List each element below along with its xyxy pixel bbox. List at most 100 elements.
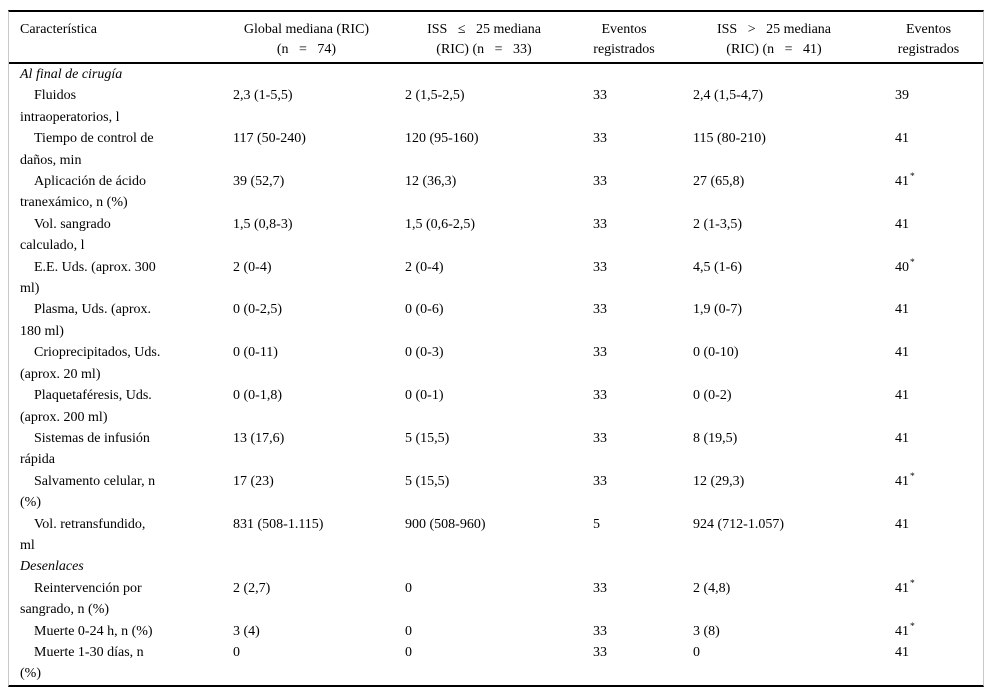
cell-caracteristica: Salvamento celular, n (%) bbox=[20, 473, 156, 511]
cell-caracteristica: Tiempo de control de daños, min bbox=[20, 131, 154, 168]
col-header-line: ISS > 25 mediana bbox=[716, 22, 832, 37]
cell-eventos-gt: 41 bbox=[895, 131, 909, 147]
cell-iss-gt-25: 0 (0-2) bbox=[693, 388, 732, 404]
cell-eventos-gt: 41 bbox=[895, 216, 909, 232]
header-row: Característica Global mediana (RIC) (n =… bbox=[9, 12, 983, 64]
table-row: Plaquetaféresis, Uds. (aprox. 200 ml) 0 (… bbox=[9, 385, 983, 428]
cell-global-mediana: 39 (52,7) bbox=[233, 174, 285, 190]
table-row: Fluidos intraoperatorios, l 2,3 (1-5,5) 2 … bbox=[9, 85, 983, 128]
cell-iss-gt-25: 4,5 (1-6) bbox=[693, 259, 742, 275]
table-row: Aplicación de ácido tranexámico, n (%) 39… bbox=[9, 171, 983, 214]
cell-iss-le-25: 0 bbox=[405, 580, 412, 596]
cell-iss-gt-25: 8 (19,5) bbox=[693, 430, 738, 446]
cell-eventos-gt: 41 bbox=[895, 345, 909, 361]
col-header-line: registrados bbox=[593, 42, 655, 57]
table-row: Muerte 1-30 días, n (%) 0 0 33 0 41 bbox=[9, 642, 983, 685]
cell-iss-le-25: 900 (508-960) bbox=[405, 516, 486, 532]
cell-iss-le-25: 0 (0-1) bbox=[405, 388, 444, 404]
cell-eventos-gt: 41 bbox=[895, 302, 909, 318]
cell-eventos-le: 33 bbox=[593, 174, 607, 190]
table-row: Salvamento celular, n (%) 17 (23) 5 (15,5)… bbox=[9, 471, 983, 514]
table-row: Vol. retransfundido, ml 831 (508-1.115) 90… bbox=[9, 514, 983, 557]
cell-eventos-gt: 41 bbox=[895, 644, 909, 660]
cell-eventos-gt: 41* bbox=[895, 579, 915, 596]
cell-caracteristica: Muerte 1-30 días, n (%) bbox=[20, 644, 144, 682]
cell-iss-gt-25: 3 (8) bbox=[693, 623, 720, 639]
table-body: Al final de cirugía Fluidos intraoperator… bbox=[9, 63, 983, 685]
cell-eventos-le: 33 bbox=[593, 88, 607, 104]
cell-eventos-le: 33 bbox=[593, 580, 607, 596]
table-row: E.E. Uds. (aprox. 300 ml) 2 (0-4) 2 (0-4) 3… bbox=[9, 257, 983, 300]
cell-global-mediana: 2 (2,7) bbox=[233, 580, 271, 596]
cell-iss-gt-25: 0 (0-10) bbox=[693, 345, 739, 361]
cell-global-mediana: 13 (17,6) bbox=[233, 430, 285, 446]
cell-caracteristica: E.E. Uds. (aprox. 300 ml) bbox=[20, 259, 156, 297]
data-table: Característica Global mediana (RIC) (n =… bbox=[9, 12, 983, 685]
asterisk-note: * bbox=[910, 472, 915, 483]
col-header-line: ISS ≤ 25 mediana bbox=[427, 22, 541, 37]
cell-global-mediana: 1,5 (0,8-3) bbox=[233, 216, 293, 232]
cell-eventos-le: 33 bbox=[593, 302, 607, 318]
cell-iss-gt-25: 1,9 (0-7) bbox=[693, 302, 742, 318]
col-header-line: Característica bbox=[20, 22, 97, 37]
col-header-iss-le-25: ISS ≤ 25 mediana (RIC) (n = 33) bbox=[394, 12, 574, 64]
cell-eventos-le: 33 bbox=[593, 131, 607, 147]
cell-eventos-le: 33 bbox=[593, 430, 607, 446]
cell-iss-le-25: 5 (15,5) bbox=[405, 430, 450, 446]
cell-caracteristica: Aplicación de ácido tranexámico, n (%) bbox=[20, 174, 146, 211]
cell-iss-gt-25: 115 (80-210) bbox=[693, 131, 766, 147]
cell-global-mediana: 0 bbox=[233, 644, 240, 660]
cell-caracteristica: Plasma, Uds. (aprox. 180 ml) bbox=[20, 302, 152, 339]
table-container: Característica Global mediana (RIC) (n =… bbox=[8, 10, 984, 687]
section-row: Desenlaces bbox=[9, 556, 983, 577]
cell-eventos-le: 5 bbox=[593, 516, 600, 532]
cell-caracteristica: Vol. sangrado calculado, l bbox=[20, 216, 111, 254]
cell-eventos-le: 33 bbox=[593, 644, 607, 660]
table-row: Vol. sangrado calculado, l 1,5 (0,8-3) 1,5… bbox=[9, 214, 983, 257]
table-row: Plasma, Uds. (aprox. 180 ml) 0 (0-2,5) 0 (… bbox=[9, 299, 983, 342]
cell-eventos-gt: 41 bbox=[895, 388, 909, 404]
cell-iss-le-25: 1,5 (0,6-2,5) bbox=[405, 216, 475, 232]
cell-eventos-le: 33 bbox=[593, 623, 607, 639]
section-header: Desenlaces bbox=[20, 559, 84, 575]
col-header-caracteristica: Característica bbox=[9, 12, 219, 64]
cell-global-mediana: 0 (0-11) bbox=[233, 345, 278, 361]
cell-caracteristica: Reintervención por sangrado, n (%) bbox=[20, 580, 142, 618]
cell-eventos-le: 33 bbox=[593, 473, 607, 489]
cell-iss-gt-25: 27 (65,8) bbox=[693, 174, 745, 190]
table-row: Muerte 0-24 h, n (%) 3 (4) 0 33 3 (8) 41* bbox=[9, 621, 983, 642]
table-row: Tiempo de control de daños, min 117 (50-2… bbox=[9, 128, 983, 171]
cell-caracteristica: Plaquetaféresis, Uds. (aprox. 200 ml) bbox=[20, 388, 152, 425]
cell-global-mediana: 3 (4) bbox=[233, 623, 260, 639]
cell-eventos-gt: 41* bbox=[895, 172, 915, 190]
cell-eventos-le: 33 bbox=[593, 388, 607, 404]
col-header-line: registrados bbox=[897, 42, 960, 57]
col-header-eventos-registrados-gt: Eventos registrados bbox=[874, 12, 983, 64]
asterisk-note: * bbox=[910, 579, 915, 590]
cell-iss-le-25: 0 bbox=[405, 623, 412, 639]
cell-iss-le-25: 0 bbox=[405, 644, 412, 660]
col-header-eventos-registrados-le: Eventos registrados bbox=[574, 12, 674, 64]
section-header: Al final de cirugía bbox=[20, 67, 123, 82]
cell-eventos-le: 33 bbox=[593, 259, 607, 275]
cell-eventos-gt: 41* bbox=[895, 472, 915, 489]
cell-eventos-gt: 41 bbox=[895, 430, 909, 446]
asterisk-note: * bbox=[910, 258, 915, 268]
table-row: Crioprecipitados, Uds. (aprox. 20 ml) 0 (… bbox=[9, 342, 983, 385]
cell-eventos-le: 33 bbox=[593, 345, 607, 361]
table-row: Sistemas de infusión rápida 13 (17,6) 5 (1… bbox=[9, 428, 983, 471]
col-header-line: (RIC) (n = 33) bbox=[436, 42, 532, 57]
col-header-line: Eventos bbox=[601, 22, 647, 37]
cell-caracteristica: Crioprecipitados, Uds. (aprox. 20 ml) bbox=[20, 345, 161, 382]
cell-caracteristica: Muerte 0-24 h, n (%) bbox=[34, 623, 153, 639]
cell-eventos-gt: 39 bbox=[895, 88, 909, 104]
cell-iss-le-25: 0 (0-3) bbox=[405, 345, 444, 361]
cell-global-mediana: 0 (0-1,8) bbox=[233, 388, 282, 404]
cell-eventos-gt: 41* bbox=[895, 621, 915, 639]
cell-global-mediana: 2,3 (1-5,5) bbox=[233, 88, 293, 104]
cell-global-mediana: 831 (508-1.115) bbox=[233, 516, 324, 532]
col-header-iss-gt-25: ISS > 25 mediana (RIC) (n = 41) bbox=[674, 12, 874, 64]
cell-eventos-le: 33 bbox=[593, 216, 607, 232]
table-row: Reintervención por sangrado, n (%) 2 (2,7… bbox=[9, 578, 983, 621]
